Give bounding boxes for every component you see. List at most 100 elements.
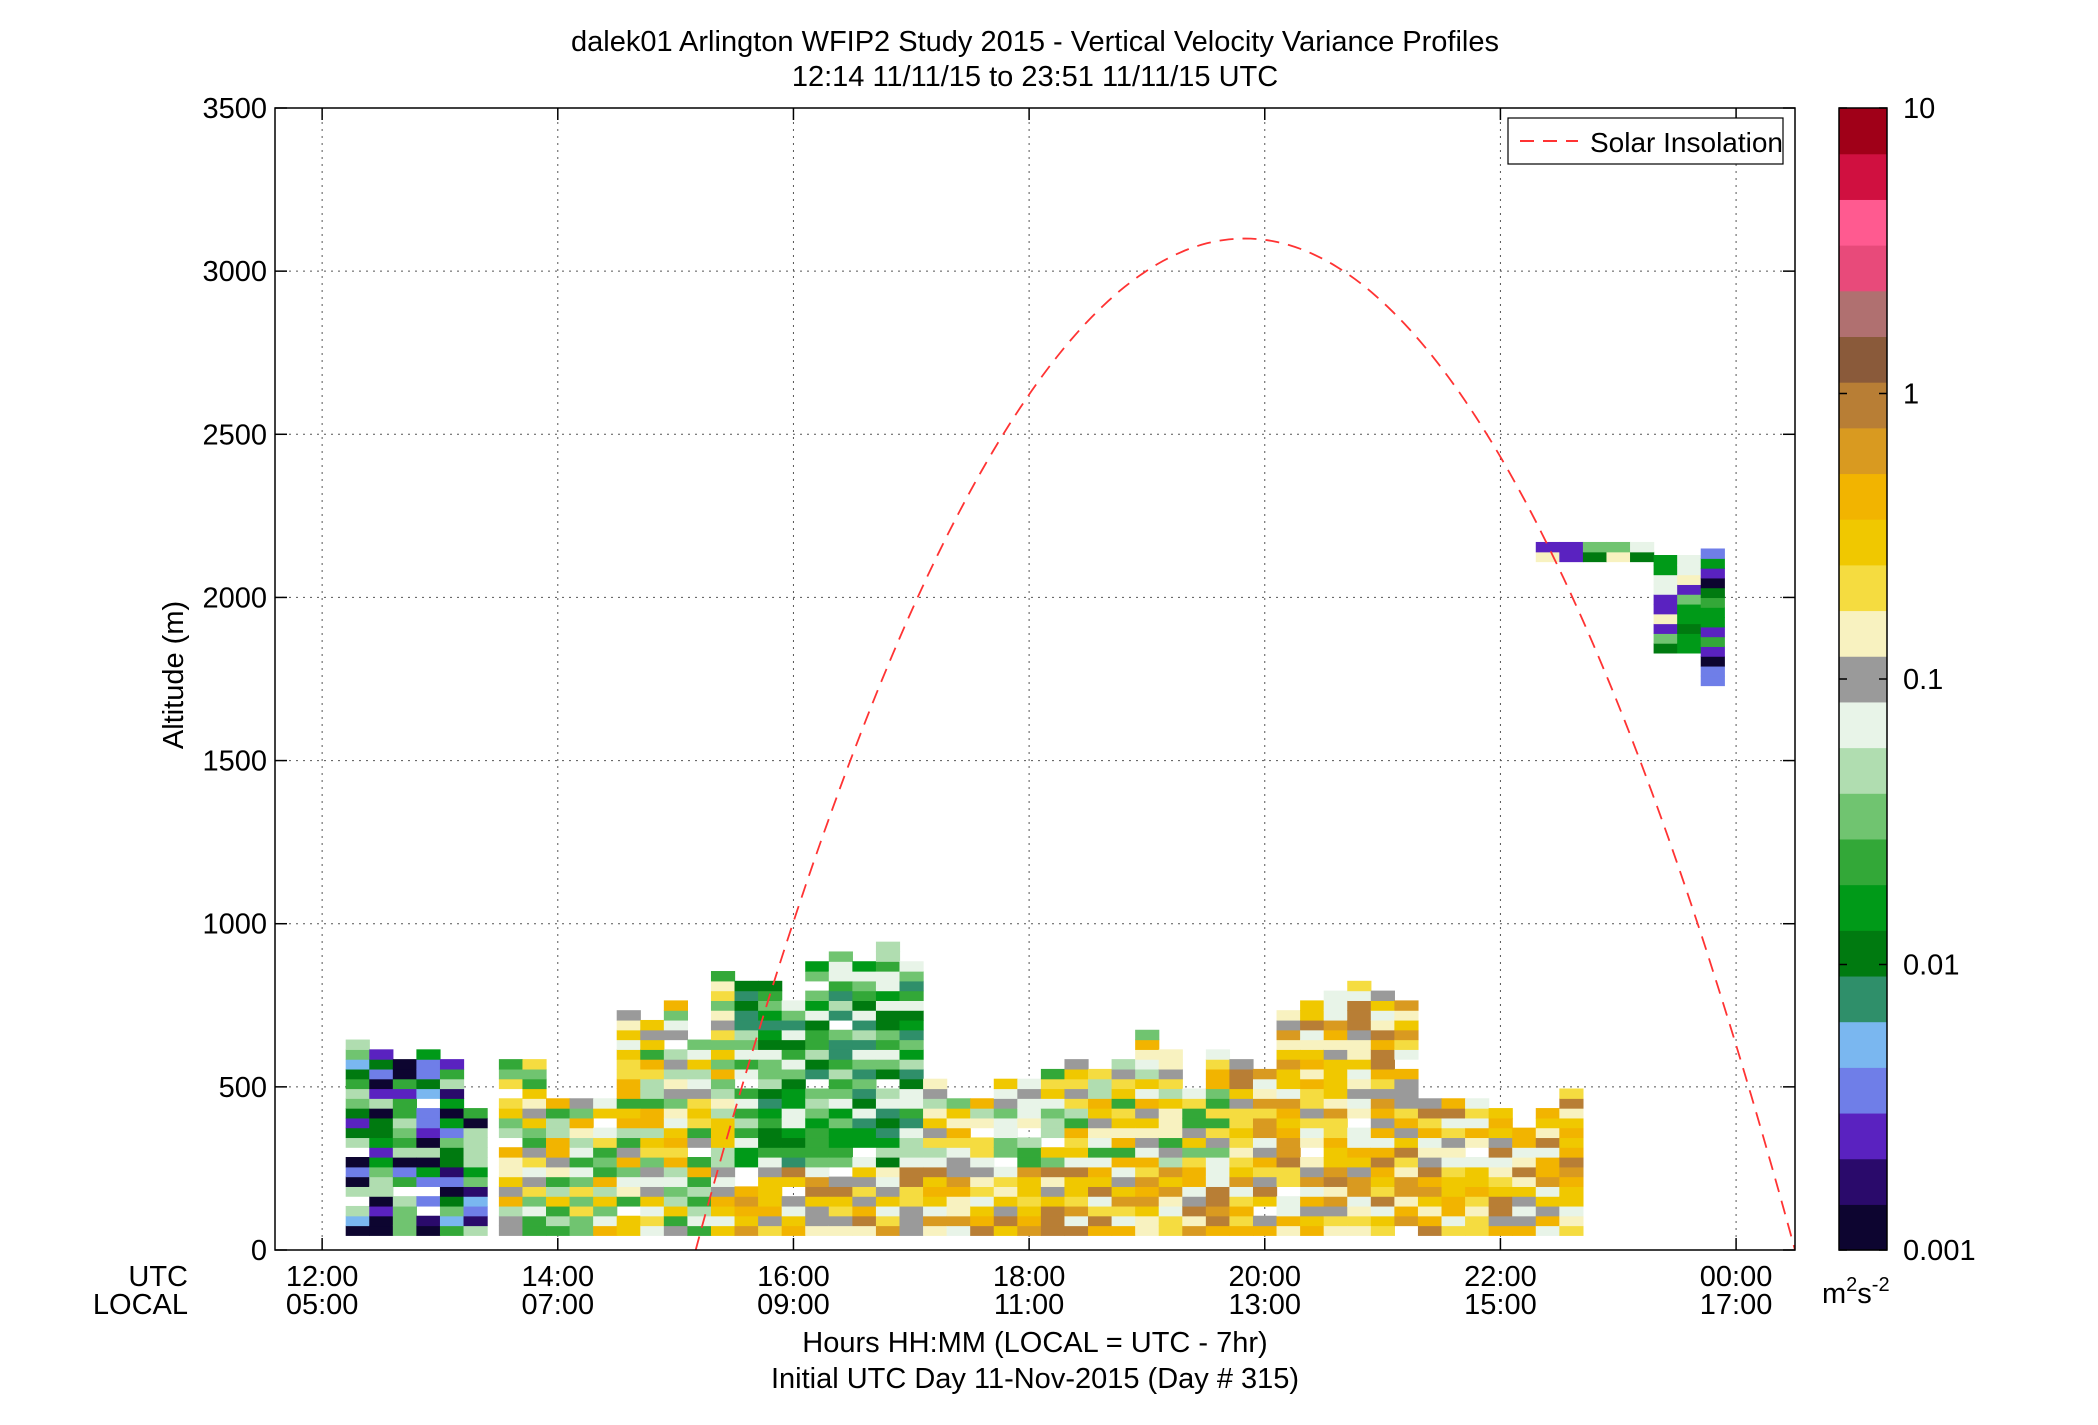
variance-cell bbox=[852, 1088, 877, 1099]
variance-cell bbox=[345, 1225, 370, 1236]
solar-insolation-curve bbox=[694, 237, 1795, 1250]
variance-cell bbox=[1064, 1117, 1089, 1129]
variance-cell bbox=[663, 1137, 689, 1148]
variance-cell bbox=[1135, 1088, 1160, 1099]
variance-cell bbox=[1158, 1049, 1183, 1060]
variance-cell bbox=[875, 1127, 901, 1139]
variance-cell bbox=[1370, 1127, 1395, 1139]
variance-cell bbox=[1182, 1098, 1207, 1109]
variance-cell bbox=[1394, 1029, 1419, 1041]
variance-cell bbox=[1394, 1010, 1419, 1021]
variance-cell bbox=[734, 980, 759, 992]
variance-cell bbox=[923, 1196, 948, 1207]
variance-cell bbox=[546, 1157, 571, 1168]
variance-cell bbox=[1347, 1039, 1372, 1050]
variance-cell bbox=[640, 1205, 665, 1217]
variance-cell bbox=[993, 1176, 1018, 1187]
variance-cell bbox=[345, 1049, 370, 1060]
variance-cell bbox=[1276, 1117, 1301, 1129]
variance-cell bbox=[1064, 1157, 1089, 1168]
variance-cell bbox=[970, 1186, 995, 1197]
variance-cell bbox=[1488, 1137, 1513, 1148]
variance-cell bbox=[546, 1225, 571, 1236]
variance-cell bbox=[828, 1137, 853, 1148]
variance-cell bbox=[392, 1117, 417, 1129]
variance-cell bbox=[710, 1176, 736, 1187]
variance-cell bbox=[1370, 1059, 1395, 1070]
variance-cell bbox=[663, 1019, 689, 1031]
variance-cell bbox=[416, 1166, 441, 1178]
variance-cell bbox=[463, 1176, 488, 1187]
variance-cell bbox=[1111, 1108, 1136, 1119]
variance-cell bbox=[369, 1098, 394, 1109]
variance-cell bbox=[1512, 1147, 1537, 1158]
variance-cell bbox=[1488, 1117, 1513, 1129]
variance-cell bbox=[463, 1186, 488, 1197]
variance-cell bbox=[1300, 1098, 1325, 1109]
variance-cell bbox=[522, 1166, 547, 1178]
variance-cell bbox=[593, 1186, 618, 1197]
variance-cell bbox=[1088, 1186, 1113, 1197]
variance-cell bbox=[1535, 1196, 1560, 1207]
variance-cell bbox=[1370, 1215, 1395, 1227]
variance-cell bbox=[710, 1157, 736, 1168]
variance-cell bbox=[781, 1019, 806, 1031]
variance-cell bbox=[522, 1157, 547, 1168]
variance-cell bbox=[1158, 1147, 1183, 1158]
variance-cell bbox=[1394, 1186, 1419, 1197]
variance-cell bbox=[345, 1166, 370, 1178]
variance-cell bbox=[369, 1225, 394, 1236]
variance-cell bbox=[1040, 1176, 1066, 1187]
variance-cell bbox=[710, 1215, 736, 1227]
variance-cell bbox=[923, 1147, 948, 1158]
variance-cell bbox=[463, 1137, 488, 1148]
variance-cell bbox=[1512, 1225, 1537, 1236]
variance-cell-upper bbox=[1677, 643, 1702, 654]
variance-cell bbox=[616, 1088, 641, 1099]
variance-cell bbox=[640, 1166, 665, 1178]
variance-cell bbox=[734, 1205, 759, 1217]
variance-cell bbox=[1347, 980, 1372, 992]
variance-cell-upper bbox=[1630, 541, 1655, 553]
variance-cell bbox=[392, 1215, 417, 1227]
variance-cell bbox=[1252, 1068, 1278, 1080]
variance-cell bbox=[946, 1127, 971, 1139]
colorbar-tick-label: 0.001 bbox=[1903, 1235, 1976, 1267]
variance-cell bbox=[875, 1166, 901, 1178]
variance-cell bbox=[522, 1127, 547, 1139]
variance-cell bbox=[1370, 1186, 1395, 1197]
variance-cell bbox=[392, 1078, 417, 1090]
variance-cell bbox=[828, 1068, 853, 1080]
variance-cell bbox=[1300, 1078, 1325, 1090]
variance-cell bbox=[1535, 1137, 1560, 1148]
variance-cell bbox=[1370, 1019, 1395, 1031]
variance-cell bbox=[946, 1117, 971, 1129]
variance-cell bbox=[369, 1108, 394, 1119]
variance-cell bbox=[1111, 1127, 1136, 1139]
variance-cell bbox=[734, 1088, 759, 1099]
variance-cell bbox=[923, 1176, 948, 1187]
variance-cell bbox=[1158, 1157, 1183, 1168]
variance-cell bbox=[498, 1225, 524, 1236]
variance-cell bbox=[1394, 1215, 1419, 1227]
variance-cell bbox=[463, 1205, 488, 1217]
variance-cell bbox=[593, 1127, 618, 1139]
variance-cell bbox=[1300, 1157, 1325, 1168]
colorbar-segment bbox=[1839, 701, 1887, 749]
variance-cell bbox=[1488, 1205, 1513, 1217]
variance-cell bbox=[758, 1186, 783, 1197]
variance-cell bbox=[1276, 1039, 1301, 1050]
variance-cell bbox=[1205, 1078, 1231, 1090]
variance-cell bbox=[899, 1059, 924, 1070]
variance-cell-upper bbox=[1700, 665, 1725, 677]
variance-cell bbox=[946, 1196, 971, 1207]
variance-cell bbox=[616, 1166, 641, 1178]
variance-cell bbox=[593, 1205, 618, 1217]
variance-cell bbox=[1347, 1127, 1372, 1139]
variance-cell bbox=[616, 1059, 641, 1070]
variance-cell bbox=[416, 1137, 441, 1148]
variance-cell bbox=[1017, 1098, 1042, 1109]
variance-cell bbox=[345, 1157, 370, 1168]
variance-cell bbox=[1135, 1108, 1160, 1119]
variance-cell bbox=[1394, 1039, 1419, 1050]
